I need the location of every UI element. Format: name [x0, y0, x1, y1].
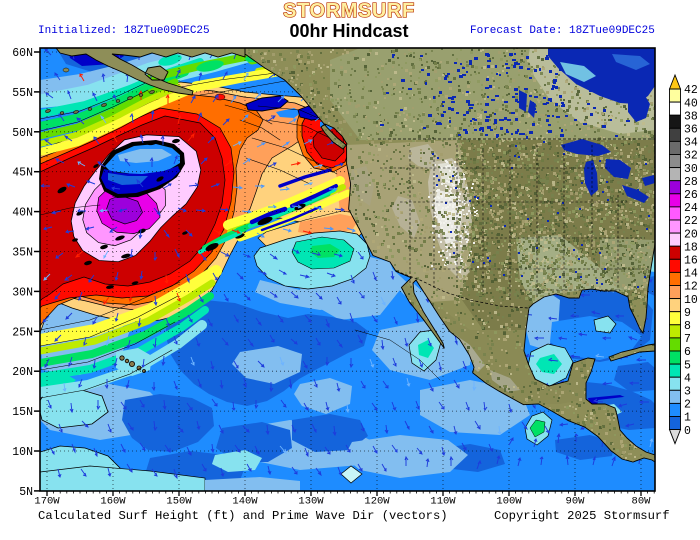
svg-text:160W: 160W — [100, 496, 126, 508]
svg-text:32: 32 — [684, 150, 698, 163]
svg-text:28: 28 — [684, 176, 698, 189]
svg-text:34: 34 — [684, 137, 698, 150]
svg-text:120W: 120W — [364, 496, 390, 508]
svg-text:10N: 10N — [12, 446, 33, 459]
svg-text:42: 42 — [684, 84, 698, 97]
svg-text:22: 22 — [684, 215, 698, 228]
svg-text:3: 3 — [684, 386, 691, 399]
svg-text:100W: 100W — [496, 496, 522, 508]
svg-text:24: 24 — [684, 202, 698, 215]
svg-text:Initialized: 18ZTue09DEC25: Initialized: 18ZTue09DEC25 — [38, 25, 210, 37]
svg-text:0: 0 — [684, 425, 691, 438]
svg-text:20N: 20N — [12, 366, 33, 379]
svg-text:8: 8 — [684, 320, 691, 333]
svg-text:40: 40 — [684, 97, 698, 110]
svg-text:15N: 15N — [12, 406, 33, 419]
svg-text:38: 38 — [684, 110, 698, 123]
svg-text:26: 26 — [684, 189, 698, 202]
svg-text:Calculated Surf Height (ft) an: Calculated Surf Height (ft) and Prime Wa… — [38, 509, 448, 523]
svg-text:00hr Hindcast: 00hr Hindcast — [289, 21, 408, 41]
svg-text:130W: 130W — [298, 496, 324, 508]
svg-text:12: 12 — [684, 281, 698, 294]
svg-text:110W: 110W — [430, 496, 456, 508]
svg-text:35N: 35N — [12, 247, 33, 260]
svg-text:Forecast Date: 18ZTue09DEC25: Forecast Date: 18ZTue09DEC25 — [470, 25, 655, 37]
svg-text:30: 30 — [684, 163, 698, 176]
svg-text:55N: 55N — [12, 87, 33, 100]
svg-text:150W: 150W — [166, 496, 192, 508]
svg-text:50N: 50N — [12, 127, 33, 140]
svg-text:9: 9 — [684, 307, 691, 320]
svg-text:5: 5 — [684, 359, 691, 372]
svg-text:170W: 170W — [34, 496, 60, 508]
svg-text:6: 6 — [684, 346, 691, 359]
svg-text:14: 14 — [684, 268, 698, 281]
svg-text:5N: 5N — [19, 486, 33, 499]
svg-text:45N: 45N — [12, 167, 33, 180]
svg-text:25N: 25N — [12, 326, 33, 339]
svg-text:90W: 90W — [566, 496, 586, 508]
svg-text:140W: 140W — [232, 496, 258, 508]
svg-text:80W: 80W — [632, 496, 652, 508]
svg-text:2: 2 — [684, 399, 691, 412]
svg-text:60N: 60N — [12, 47, 33, 60]
svg-text:1: 1 — [684, 412, 691, 425]
svg-text:40N: 40N — [12, 207, 33, 220]
svg-text:10: 10 — [684, 294, 698, 307]
svg-text:18: 18 — [684, 241, 698, 254]
svg-text:20: 20 — [684, 228, 698, 241]
svg-text:36: 36 — [684, 124, 698, 137]
svg-text:4: 4 — [684, 372, 691, 385]
svg-text:16: 16 — [684, 255, 698, 268]
svg-text:STORMSURF: STORMSURF — [283, 0, 415, 22]
svg-text:30N: 30N — [12, 286, 33, 299]
svg-text:Copyright 2025 Stormsurf: Copyright 2025 Stormsurf — [494, 509, 670, 523]
svg-text:7: 7 — [684, 333, 691, 346]
